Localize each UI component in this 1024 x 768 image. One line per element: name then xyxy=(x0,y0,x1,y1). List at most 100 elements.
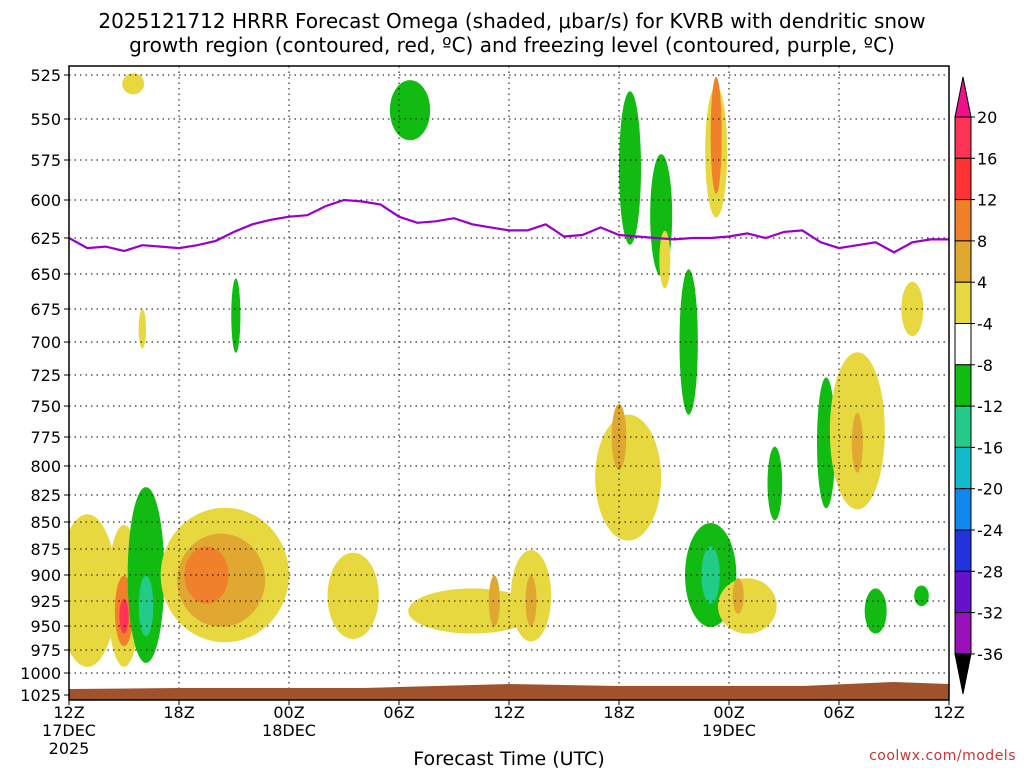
colorbar-label: 20 xyxy=(977,108,997,127)
colorbar-label: -36 xyxy=(977,645,1003,664)
y-tick-label: 775 xyxy=(30,428,61,447)
colorbar-label: -8 xyxy=(977,356,993,375)
colorbar-label: -20 xyxy=(977,480,1003,499)
omega-region xyxy=(767,446,783,521)
freezing-level-line xyxy=(69,198,949,254)
colorbar-label: -4 xyxy=(977,315,993,334)
x-year-label: 2025 xyxy=(49,739,90,758)
colorbar-swatch xyxy=(954,281,972,325)
omega-region xyxy=(119,598,129,634)
colorbar-label: -32 xyxy=(977,604,1003,623)
colorbar-label: -24 xyxy=(977,521,1003,540)
colorbar-label: -12 xyxy=(977,397,1003,416)
y-tick-label: 800 xyxy=(30,457,61,476)
omega-region xyxy=(69,514,117,667)
colorbar-label: -28 xyxy=(977,562,1003,581)
x-tick-label: 06Z xyxy=(383,703,414,722)
colorbar-swatch xyxy=(954,323,972,366)
omega-region xyxy=(138,575,154,637)
x-tick-label: 12Z xyxy=(53,703,84,722)
omega-region xyxy=(619,91,641,245)
omega-region xyxy=(901,281,924,337)
y-tick-label: 850 xyxy=(30,513,61,532)
omega-region xyxy=(327,552,379,639)
x-tick-label: 12Z xyxy=(493,703,524,722)
colorbar-swatch xyxy=(954,116,972,159)
y-tick-label: 1000 xyxy=(20,664,61,683)
omega-region xyxy=(595,414,662,541)
terrain-surface xyxy=(69,682,949,700)
colorbar-swatch xyxy=(954,488,972,531)
x-tick-label: 18Z xyxy=(603,703,634,722)
omega-region xyxy=(718,578,777,634)
x-date-label: 17DEC xyxy=(42,721,96,740)
y-axis: 525 550 575 600 625 650 675 700 725 750 775 800 825 8… xyxy=(20,66,69,705)
colorbar-swatch xyxy=(954,570,972,614)
y-tick-label: 675 xyxy=(30,300,61,319)
colorbar-label: 4 xyxy=(977,273,987,292)
x-date-label: 19DEC xyxy=(702,721,756,740)
omega-region xyxy=(231,278,241,353)
y-tick-label: 600 xyxy=(30,191,61,210)
colorbar-top-arrow xyxy=(954,76,972,118)
omega-region xyxy=(488,575,500,627)
credit-text: coolwx.com/models xyxy=(869,748,1016,764)
x-axis-label: Forecast Time (UTC) xyxy=(413,748,604,768)
chart-title-line2: growth region (contoured, red, ºC) and f… xyxy=(129,33,895,57)
y-tick-label: 875 xyxy=(30,540,61,559)
y-tick-label: 700 xyxy=(30,333,61,352)
x-tick-label: 12Z xyxy=(933,703,964,722)
colorbar-label: 16 xyxy=(977,149,997,168)
y-tick-label: 650 xyxy=(30,265,61,284)
x-tick-label: 00Z xyxy=(273,703,304,722)
freezing-level-contour xyxy=(69,198,949,254)
colorbar-swatch xyxy=(954,240,972,283)
y-tick-label: 950 xyxy=(30,617,61,636)
omega-region xyxy=(679,269,698,415)
omega-region xyxy=(914,585,929,607)
y-tick-label: 550 xyxy=(30,110,61,129)
omega-region xyxy=(732,577,744,614)
colorbar-swatch xyxy=(954,612,972,655)
y-tick-label: 525 xyxy=(30,66,61,85)
omega-region xyxy=(122,73,145,95)
omega-region xyxy=(659,230,671,289)
y-tick-label: 975 xyxy=(30,641,61,660)
omega-region xyxy=(710,76,722,194)
omega-region xyxy=(851,413,863,473)
omega-region xyxy=(408,588,537,634)
colorbar-swatch xyxy=(954,529,972,572)
y-tick-label: 625 xyxy=(30,229,61,248)
chart-title-line1: 2025121712 HRRR Forecast Omega (shaded, … xyxy=(98,9,925,33)
colorbar-bottom-arrow xyxy=(954,653,972,694)
omega-region xyxy=(389,80,431,141)
omega-shading xyxy=(69,73,929,667)
colorbar: 20 16 12 8 4 -4 -8 -12 -16 -20 -24 -28 -32 -36 xyxy=(954,76,1003,694)
colorbar-swatch xyxy=(954,446,972,490)
x-tick-label: 00Z xyxy=(713,703,744,722)
colorbar-label: 12 xyxy=(977,191,997,210)
y-tick-label: 900 xyxy=(30,566,61,585)
x-date-label: 18DEC xyxy=(262,721,316,740)
y-tick-label: 725 xyxy=(30,366,61,385)
omega-region xyxy=(817,377,836,509)
colorbar-swatch xyxy=(954,157,972,201)
colorbar-label: -16 xyxy=(977,438,1003,457)
omega-region xyxy=(138,309,146,349)
terrain-band xyxy=(69,682,949,700)
y-tick-label: 825 xyxy=(30,486,61,505)
omega-region xyxy=(701,546,720,604)
x-tick-label: 06Z xyxy=(823,703,854,722)
omega-region xyxy=(864,588,887,634)
colorbar-label: 8 xyxy=(977,232,987,251)
colorbar-swatch xyxy=(954,405,972,448)
y-tick-label: 925 xyxy=(30,592,61,611)
colorbar-swatch xyxy=(954,364,972,407)
x-tick-label: 18Z xyxy=(163,703,194,722)
y-tick-label: 575 xyxy=(30,151,61,170)
y-tick-label: 1025 xyxy=(20,686,61,705)
colorbar-swatch xyxy=(954,199,972,242)
y-tick-label: 750 xyxy=(30,397,61,416)
